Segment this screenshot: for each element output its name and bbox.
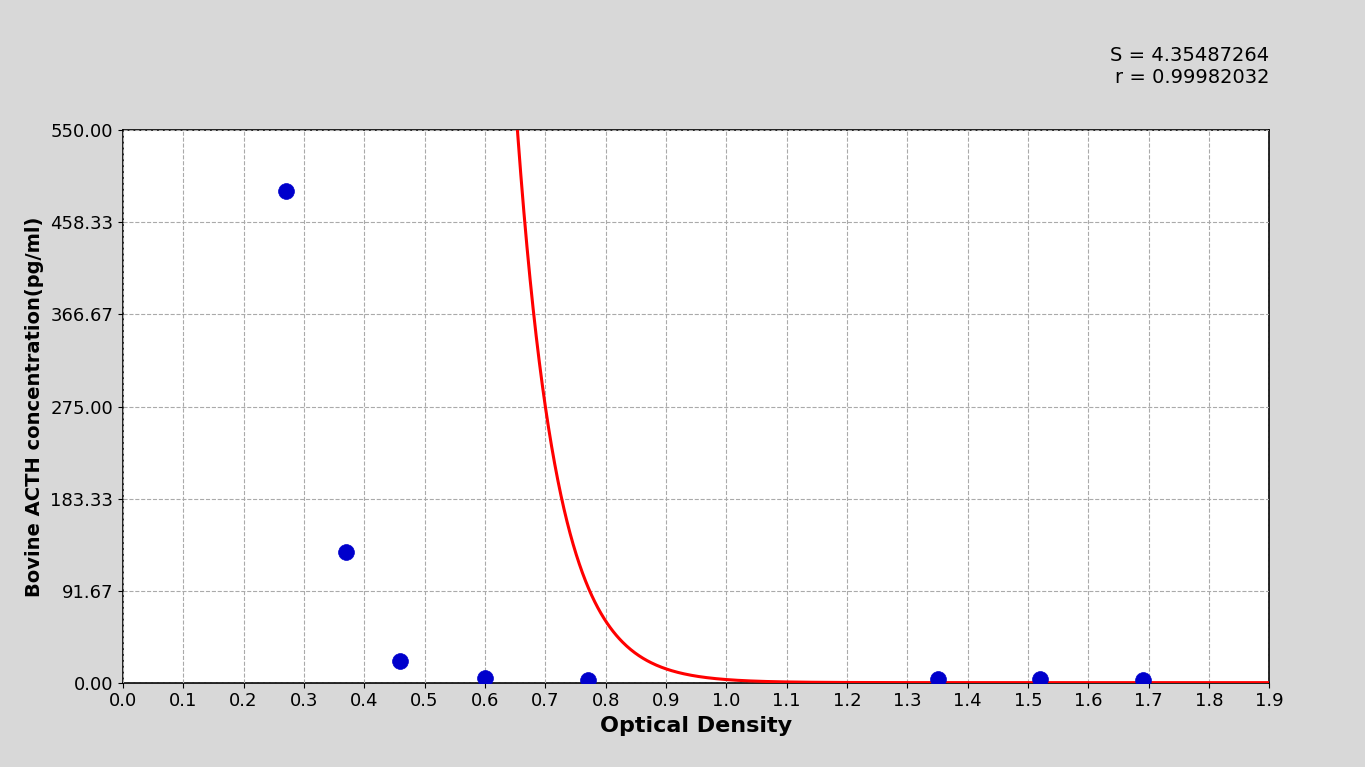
Point: [1029, 673, 1051, 685]
Point: [336, 546, 358, 558]
Point: [927, 673, 949, 685]
Point: [474, 671, 495, 683]
Y-axis label: Bovine ACTH concentration(pg/ml): Bovine ACTH concentration(pg/ml): [26, 216, 45, 597]
X-axis label: Optical Density: Optical Density: [601, 716, 792, 736]
Text: S = 4.35487264
r = 0.99982032: S = 4.35487264 r = 0.99982032: [1110, 46, 1269, 87]
Point: [389, 654, 411, 667]
Point: [576, 673, 598, 686]
Point: [1132, 673, 1153, 686]
Point: [274, 185, 296, 197]
